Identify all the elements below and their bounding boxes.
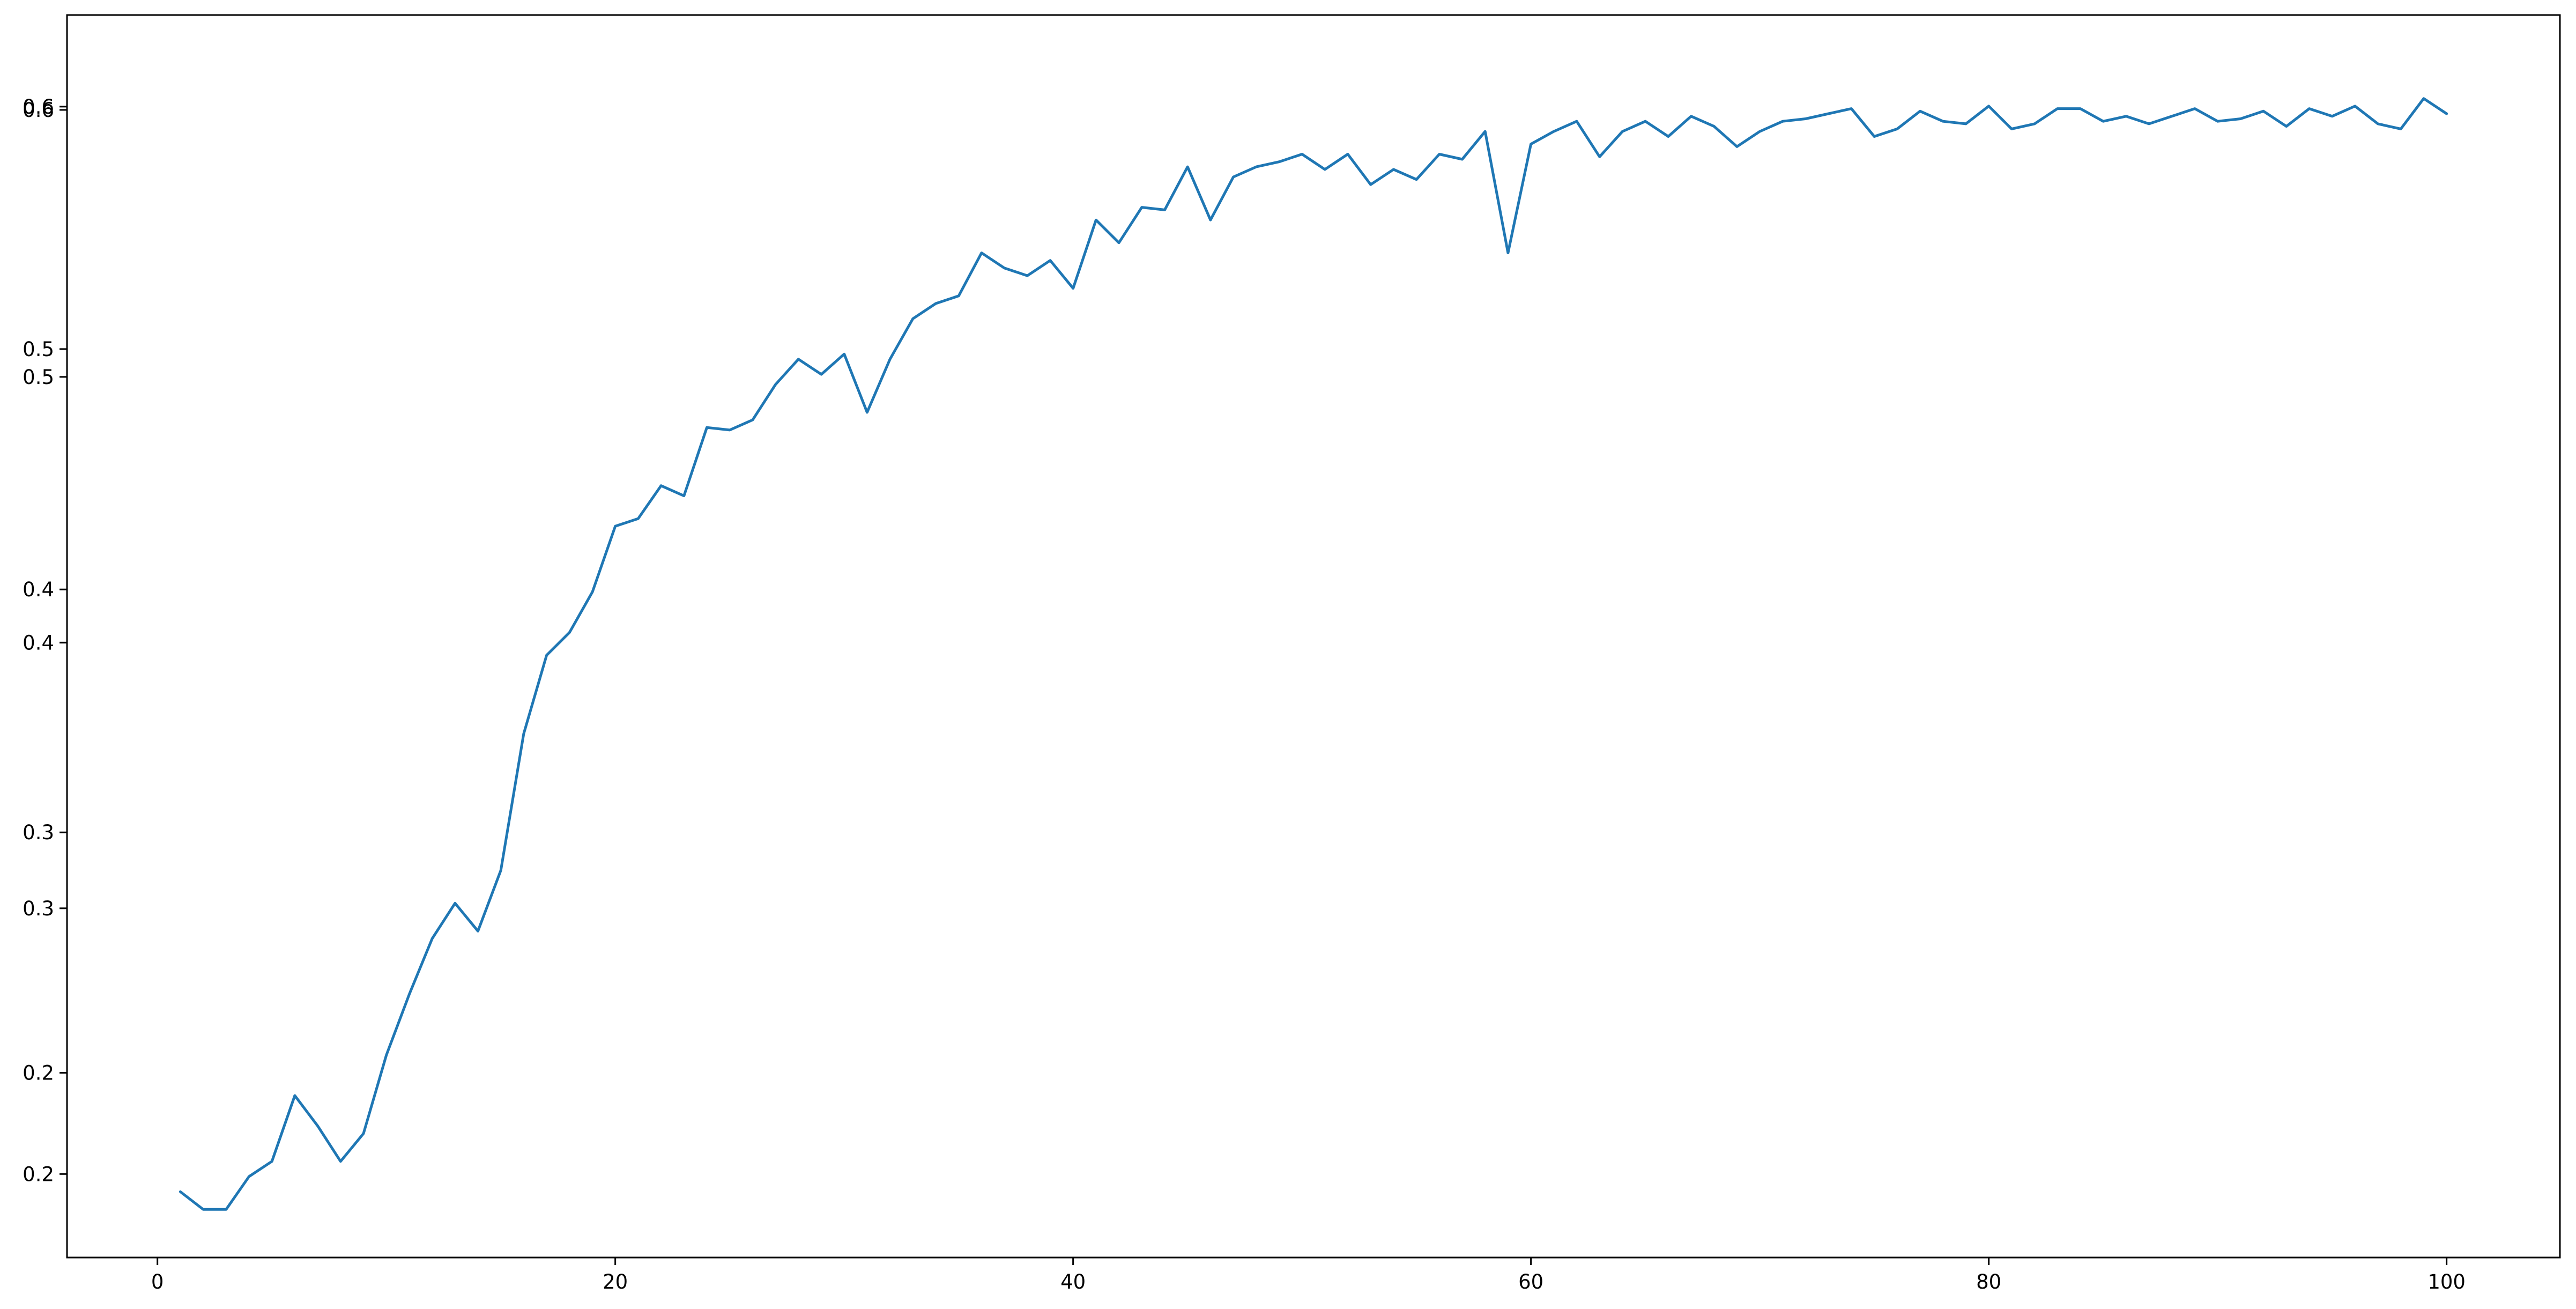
y-tick-label: 0.2 [23, 1163, 54, 1186]
y-tick-label: 0.6 [23, 99, 54, 122]
x-axis: 0 20 40 60 80 100 [151, 1258, 2466, 1293]
x-tick-label: 80 [1976, 1270, 2001, 1293]
x-tick-label: 60 [1518, 1270, 1543, 1293]
y-tick-label: 0.4 [23, 578, 54, 601]
y-tick-label: 0.3 [23, 821, 54, 844]
x-tick-label: 0 [151, 1270, 164, 1293]
x-tick-label: 40 [1060, 1270, 1086, 1293]
y-tick-label: 0.6 [23, 95, 54, 119]
y-tick-label: 0.4 [23, 631, 54, 654]
x-tick-label: 100 [2427, 1270, 2466, 1293]
plot-area [179, 97, 2448, 1211]
y-tick-label: 0.5 [23, 366, 54, 389]
plot-frame [66, 14, 2561, 1259]
series-line [179, 97, 2448, 1211]
x-tick-label: 20 [603, 1270, 628, 1293]
y-tick-label: 0.5 [23, 338, 54, 361]
y-tick-label: 0.3 [23, 897, 54, 920]
y-axis: 0.20.20.30.30.40.40.50.50.60.6 [23, 95, 67, 1186]
y-tick-label: 0.2 [23, 1062, 54, 1085]
